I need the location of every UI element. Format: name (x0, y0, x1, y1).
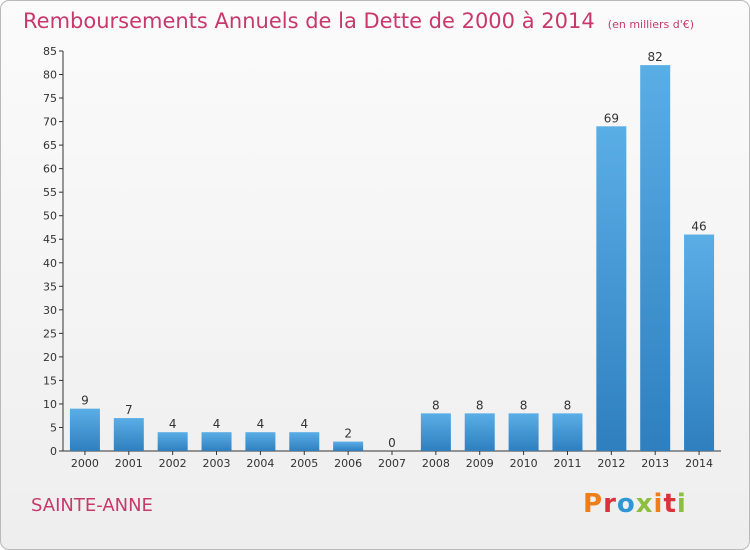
x-tick-label: 2013 (641, 457, 669, 470)
data-label-2007: 0 (388, 436, 396, 450)
logo-letter: r (603, 489, 617, 519)
x-tick-label: 2009 (466, 457, 494, 470)
logo-letter: P (583, 489, 604, 519)
x-tick-label: 2008 (422, 457, 450, 470)
bar-2012 (596, 126, 627, 451)
bars (69, 65, 715, 451)
x-tick-label: 2000 (71, 457, 99, 470)
y-tick-label: 70 (43, 116, 57, 129)
bar-2011 (552, 413, 583, 451)
bar-2004 (245, 432, 276, 451)
y-tick-label: 5 (50, 421, 57, 434)
chart-title: Remboursements Annuels de la Dette de 20… (23, 9, 694, 33)
bar-2008 (420, 413, 451, 451)
data-label-2013: 82 (648, 50, 663, 64)
data-label-2008: 8 (432, 398, 440, 412)
data-label-2009: 8 (476, 398, 484, 412)
data-label-2010: 8 (520, 398, 528, 412)
data-label-2003: 4 (213, 417, 221, 431)
y-tick-label: 25 (43, 327, 57, 340)
data-label-2004: 4 (257, 417, 265, 431)
bar-2010 (508, 413, 539, 451)
y-tick-label: 65 (43, 139, 57, 152)
bar-2009 (464, 413, 495, 451)
y-tick-label: 40 (43, 257, 57, 270)
x-tick-label: 2006 (334, 457, 362, 470)
data-label-2001: 7 (125, 403, 133, 417)
data-label-2005: 4 (300, 417, 308, 431)
labels: 2000 9 2001 7 2002 4 2003 4 2004 4 2005 4 2006 2 2007 0… (71, 50, 713, 470)
data-label-2012: 69 (604, 111, 619, 125)
bar-2001 (113, 418, 144, 451)
y-tick-label: 30 (43, 304, 57, 317)
bar-2013 (640, 65, 671, 451)
x-tick-label: 2005 (290, 457, 318, 470)
y-tick-label: 60 (43, 163, 57, 176)
data-label-2014: 46 (691, 220, 706, 234)
logo-letter: x (635, 489, 654, 519)
place-name: SAINTE-ANNE (31, 495, 153, 516)
y-tick-label: 75 (43, 92, 57, 105)
y-tick-label: 20 (43, 351, 57, 364)
x-tick-label: 2002 (159, 457, 187, 470)
data-label-2000: 9 (81, 394, 89, 408)
x-tick-label: 2007 (378, 457, 406, 470)
x-tick-label: 2011 (553, 457, 581, 470)
bar-2005 (289, 432, 320, 451)
y-tick-label: 50 (43, 210, 57, 223)
y-tick-label: 80 (43, 69, 57, 82)
logo-letter: t (663, 489, 677, 519)
logo-letter: o (616, 489, 636, 519)
proxiti-logo[interactable]: Proxiti (583, 489, 687, 519)
bar-2002 (157, 432, 188, 451)
bar-2000 (69, 408, 100, 451)
x-tick-label: 2014 (685, 457, 713, 470)
y-tick-label: 35 (43, 280, 57, 293)
unit-text: (en milliers d'€) (607, 18, 695, 31)
x-tick-label: 2003 (203, 457, 231, 470)
x-tick-label: 2012 (597, 457, 625, 470)
data-label-2006: 2 (344, 427, 352, 441)
bar-2014 (684, 234, 715, 451)
x-tick-label: 2001 (115, 457, 143, 470)
y-tick-label: 15 (43, 374, 57, 387)
y-tick-label: 0 (50, 445, 57, 458)
y-tick-label: 45 (43, 233, 57, 246)
x-tick-label: 2010 (510, 457, 538, 470)
y-tick-label: 10 (43, 398, 57, 411)
data-label-2002: 4 (169, 417, 177, 431)
logo-letter: i (676, 489, 687, 519)
title-text: Remboursements Annuels de la Dette de 20… (23, 9, 595, 33)
y-tick-label: 85 (43, 45, 57, 58)
logo-letter: i (653, 489, 664, 519)
y-tick-label: 55 (43, 186, 57, 199)
bar-2006 (333, 441, 364, 451)
bar-2003 (201, 432, 232, 451)
data-label-2011: 8 (564, 398, 572, 412)
x-tick-label: 2004 (246, 457, 274, 470)
